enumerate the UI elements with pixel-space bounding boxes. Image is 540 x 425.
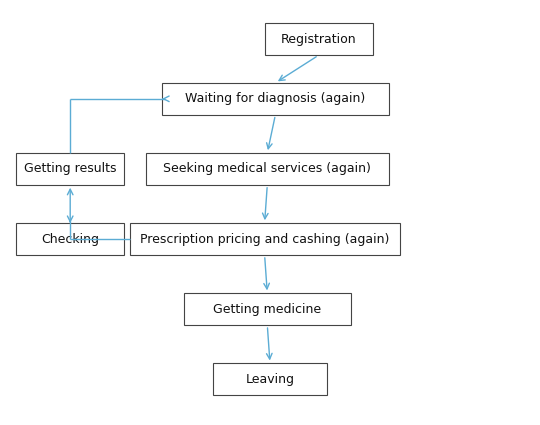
Text: Getting results: Getting results [24, 162, 117, 176]
Text: Seeking medical services (again): Seeking medical services (again) [164, 162, 371, 176]
FancyBboxPatch shape [130, 223, 400, 255]
Text: Waiting for diagnosis (again): Waiting for diagnosis (again) [185, 92, 366, 105]
FancyBboxPatch shape [16, 153, 124, 185]
Text: Prescription pricing and cashing (again): Prescription pricing and cashing (again) [140, 232, 389, 246]
FancyBboxPatch shape [16, 223, 124, 255]
FancyBboxPatch shape [265, 23, 373, 55]
Text: Registration: Registration [281, 33, 356, 46]
Text: Getting medicine: Getting medicine [213, 303, 321, 316]
FancyBboxPatch shape [146, 153, 389, 185]
FancyBboxPatch shape [162, 83, 389, 115]
FancyBboxPatch shape [213, 363, 327, 395]
FancyBboxPatch shape [184, 293, 351, 325]
Text: Leaving: Leaving [246, 373, 294, 386]
Text: Checking: Checking [41, 232, 99, 246]
